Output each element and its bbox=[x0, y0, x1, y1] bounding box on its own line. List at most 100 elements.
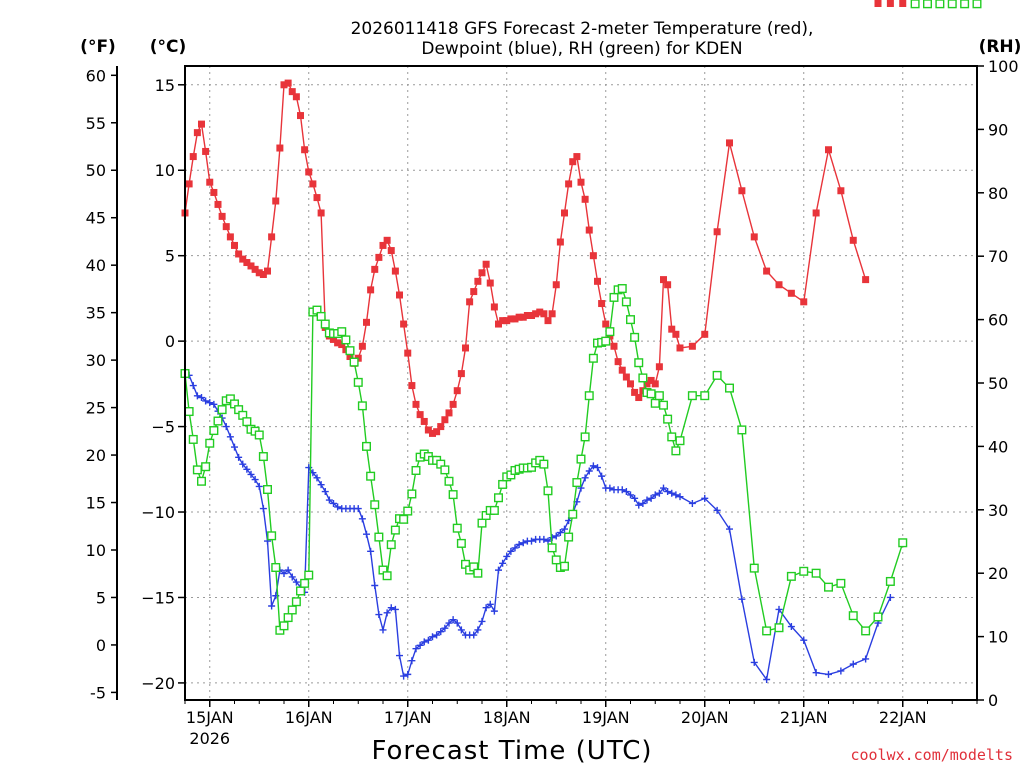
rh-tick-label: 0 bbox=[988, 691, 998, 710]
data-point bbox=[655, 363, 663, 371]
data-point bbox=[763, 675, 771, 683]
data-point bbox=[849, 660, 857, 668]
data-point bbox=[239, 460, 247, 468]
data-point bbox=[947, 0, 957, 9]
data-point bbox=[201, 462, 211, 472]
data-point bbox=[367, 286, 375, 294]
data-point bbox=[663, 414, 673, 424]
data-point bbox=[247, 470, 255, 478]
series-line bbox=[184, 82, 867, 435]
data-point bbox=[775, 281, 783, 289]
data-point bbox=[193, 392, 201, 400]
data-point bbox=[453, 387, 461, 395]
data-point bbox=[370, 500, 380, 510]
fahrenheit-tick-label: 55 bbox=[86, 114, 106, 133]
data-point bbox=[363, 530, 370, 538]
data-point bbox=[445, 409, 453, 417]
data-point bbox=[885, 576, 895, 586]
data-point bbox=[639, 499, 647, 507]
data-point bbox=[573, 153, 581, 161]
data-point bbox=[581, 195, 589, 203]
fahrenheit-tick-label: 0 bbox=[96, 636, 106, 655]
data-point bbox=[495, 566, 502, 574]
data-point bbox=[528, 311, 535, 319]
data-point bbox=[408, 657, 416, 665]
data-point bbox=[321, 488, 329, 496]
data-point bbox=[408, 382, 416, 390]
series-rh bbox=[180, 0, 982, 636]
fahrenheit-tick-label: 30 bbox=[86, 351, 106, 370]
celsius-tick-label: −10 bbox=[141, 503, 175, 522]
data-point bbox=[198, 120, 205, 128]
data-point bbox=[606, 484, 614, 492]
rh-tick-label: 30 bbox=[988, 501, 1008, 520]
data-point bbox=[242, 417, 252, 427]
data-point bbox=[519, 539, 527, 547]
chart-title-line-2: Dewpoint (blue), RH (green) for KDEN bbox=[421, 39, 742, 59]
data-point bbox=[420, 638, 428, 646]
data-point bbox=[313, 194, 321, 202]
data-point bbox=[585, 226, 593, 234]
data-point bbox=[255, 482, 263, 490]
x-tick-label: 20JAN bbox=[681, 708, 729, 727]
data-point bbox=[304, 570, 314, 580]
data-point bbox=[738, 187, 746, 195]
data-point bbox=[424, 426, 432, 434]
data-point bbox=[345, 346, 355, 356]
data-point bbox=[387, 247, 395, 255]
data-point bbox=[713, 506, 721, 514]
data-point bbox=[655, 489, 663, 497]
data-point bbox=[800, 298, 808, 306]
data-point bbox=[239, 255, 247, 263]
data-point bbox=[507, 315, 515, 323]
data-point bbox=[271, 562, 281, 572]
data-point bbox=[547, 543, 557, 553]
data-point bbox=[279, 621, 289, 631]
data-point bbox=[737, 425, 747, 435]
data-point bbox=[874, 0, 882, 7]
data-point bbox=[594, 464, 601, 472]
data-point bbox=[675, 436, 685, 446]
data-point bbox=[470, 631, 478, 639]
data-point bbox=[383, 609, 391, 617]
data-point bbox=[577, 178, 585, 186]
data-point bbox=[353, 377, 363, 387]
data-point bbox=[910, 0, 920, 9]
data-point bbox=[440, 465, 450, 475]
rh-axis-label: (RH) bbox=[979, 37, 1022, 57]
data-point bbox=[609, 292, 619, 302]
data-point bbox=[627, 491, 634, 499]
data-point bbox=[433, 631, 441, 639]
data-point bbox=[775, 605, 783, 613]
data-point bbox=[403, 506, 413, 516]
data-point bbox=[400, 320, 408, 328]
data-point bbox=[672, 491, 680, 499]
data-point bbox=[448, 490, 458, 500]
data-point bbox=[825, 146, 832, 154]
rh-tick-label: 80 bbox=[988, 184, 1008, 203]
data-point bbox=[255, 269, 263, 277]
data-point bbox=[749, 563, 759, 573]
data-point bbox=[630, 332, 640, 342]
data-point bbox=[391, 267, 399, 275]
rh-tick-label: 90 bbox=[988, 120, 1008, 139]
data-point bbox=[466, 298, 474, 306]
data-point bbox=[605, 327, 615, 337]
celsius-axis-label: (°C) bbox=[150, 37, 187, 57]
data-point bbox=[367, 547, 375, 555]
data-point bbox=[495, 320, 502, 328]
data-point bbox=[824, 582, 834, 592]
data-point bbox=[634, 358, 644, 368]
data-point bbox=[268, 233, 276, 241]
data-point bbox=[284, 79, 292, 87]
data-point bbox=[217, 405, 227, 415]
data-point bbox=[283, 613, 293, 623]
data-point bbox=[581, 474, 589, 482]
data-point bbox=[862, 655, 870, 663]
rh-tick-label: 100 bbox=[988, 57, 1019, 76]
data-point bbox=[254, 430, 264, 440]
data-point bbox=[750, 658, 758, 666]
data-point bbox=[358, 515, 366, 523]
data-point bbox=[561, 525, 568, 533]
data-point bbox=[800, 636, 808, 644]
